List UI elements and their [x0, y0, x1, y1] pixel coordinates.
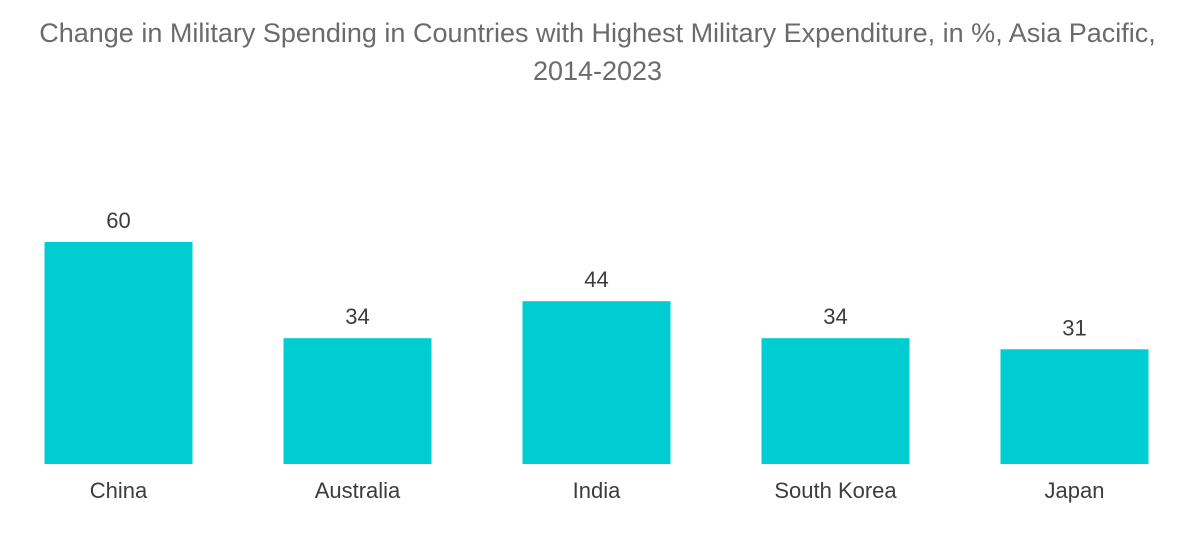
bar-south-korea — [761, 338, 910, 464]
value-labels-group: 60 34 44 34 31 — [106, 208, 1086, 340]
bar-china — [44, 242, 193, 464]
data-label-south-korea: 34 — [823, 304, 847, 329]
bar-japan — [1000, 349, 1149, 464]
bars-group — [44, 242, 1149, 464]
data-label-australia: 34 — [345, 304, 369, 329]
category-label-japan: Japan — [1045, 478, 1105, 503]
category-label-india: India — [573, 478, 621, 503]
bar-australia — [283, 338, 432, 464]
category-label-australia: Australia — [315, 478, 401, 503]
chart-title: Change in Military Spending in Countries… — [0, 14, 1195, 90]
chart-title-text: Change in Military Spending in Countries… — [39, 18, 1156, 86]
data-label-india: 44 — [584, 267, 608, 292]
data-label-japan: 31 — [1062, 315, 1086, 340]
bar-india — [522, 301, 671, 464]
category-labels-group: China Australia India South Korea Japan — [90, 478, 1105, 503]
category-label-china: China — [90, 478, 148, 503]
data-label-china: 60 — [106, 208, 130, 233]
category-label-south-korea: South Korea — [774, 478, 897, 503]
